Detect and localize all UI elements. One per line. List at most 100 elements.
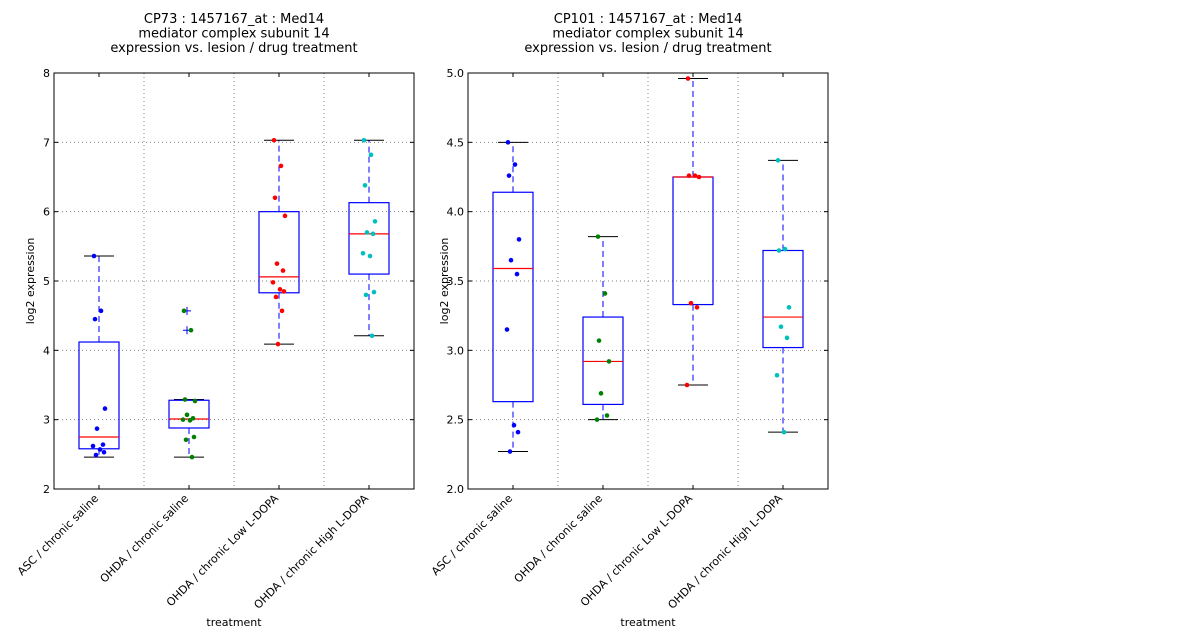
y-tick-label: 2 — [43, 483, 50, 496]
data-point — [367, 253, 373, 259]
box-iqr — [258, 211, 300, 294]
data-point — [181, 308, 187, 314]
y-tick-label: 4.5 — [447, 136, 465, 149]
data-point — [279, 308, 285, 314]
data-point — [775, 158, 781, 163]
box-group-2 — [582, 234, 624, 422]
data-point — [182, 397, 188, 402]
data-point — [97, 447, 103, 452]
box-group-2 — [168, 306, 210, 460]
x-tick-label: ASC / chronic saline — [429, 492, 515, 578]
data-point — [183, 437, 189, 443]
data-point — [686, 173, 692, 178]
box-iqr — [168, 399, 210, 429]
chart-title-line: expression vs. lesion / drug treatment — [110, 41, 357, 56]
box-group-3 — [258, 137, 300, 347]
chart-title-line: mediator complex subunit 14 — [552, 27, 743, 42]
data-point — [778, 324, 784, 330]
data-point — [189, 454, 195, 460]
data-point — [362, 183, 368, 188]
data-point — [516, 237, 522, 242]
chart-title-line: CP101 : 1457167_at : Med14 — [554, 12, 743, 27]
y-tick-label: 2.5 — [447, 414, 465, 427]
data-point — [277, 287, 283, 292]
data-point — [371, 289, 377, 295]
data-point — [774, 372, 780, 378]
box-group-3 — [672, 76, 714, 388]
data-point — [786, 305, 792, 310]
axes-frame — [467, 72, 829, 490]
y-axis-label: log2 expression — [438, 238, 451, 325]
data-point — [187, 418, 193, 423]
data-point — [596, 338, 602, 343]
y-tick-label: 7 — [43, 136, 50, 149]
data-point — [280, 268, 286, 273]
box-iqr — [78, 341, 120, 450]
y-tick-label: 8 — [43, 67, 50, 80]
box-iqr — [582, 316, 624, 406]
data-point — [508, 257, 514, 263]
data-point — [360, 250, 366, 256]
data-point — [594, 417, 600, 422]
data-point — [684, 382, 690, 388]
data-point — [274, 261, 280, 266]
data-point — [91, 253, 97, 259]
data-point — [275, 341, 281, 347]
box-iqr — [348, 202, 390, 275]
data-point — [270, 280, 276, 285]
data-point — [368, 152, 374, 158]
box-iqr — [672, 176, 714, 306]
box-group-4 — [762, 158, 804, 435]
data-point — [692, 173, 698, 178]
data-point — [278, 163, 284, 169]
data-point — [363, 292, 369, 298]
data-point — [188, 327, 194, 333]
data-point — [688, 300, 694, 306]
box-iqr — [492, 191, 534, 403]
y-axis-label: log2 expression — [24, 238, 37, 325]
data-point — [369, 333, 375, 339]
data-point — [272, 195, 278, 201]
data-point — [504, 327, 510, 332]
data-point — [602, 291, 608, 296]
data-point — [507, 449, 513, 454]
data-point — [98, 308, 104, 314]
data-point — [101, 449, 107, 455]
data-point — [696, 174, 702, 180]
y-tick-label: 4 — [43, 344, 50, 357]
y-tick-label: 5 — [43, 275, 50, 288]
data-point — [93, 452, 99, 458]
y-tick-label: 3 — [43, 414, 50, 427]
data-point — [781, 429, 787, 435]
data-point — [92, 316, 98, 322]
data-point — [271, 137, 277, 143]
data-point — [370, 231, 376, 237]
x-tick-label: OHDA / chronic saline — [512, 492, 606, 586]
data-point — [604, 413, 610, 418]
chart-title-line: mediator complex subunit 14 — [138, 27, 329, 42]
data-point — [598, 391, 604, 396]
data-point — [364, 230, 370, 235]
y-tick-label: 6 — [43, 206, 50, 219]
y-tick-label: 4.0 — [447, 206, 465, 219]
data-point — [180, 417, 186, 422]
x-tick-label: OHDA / chronic saline — [98, 492, 192, 586]
x-axis-label: treatment — [206, 616, 262, 629]
data-point — [100, 442, 106, 447]
y-tick-label: 3.5 — [447, 275, 465, 288]
data-point — [776, 248, 782, 253]
data-point — [184, 412, 190, 418]
box-group-1 — [492, 140, 534, 454]
data-point — [606, 359, 612, 364]
data-point — [685, 76, 691, 81]
data-point — [192, 398, 198, 404]
data-point — [372, 219, 378, 224]
axes-frame — [53, 72, 415, 490]
data-point — [782, 246, 788, 252]
data-point — [102, 406, 108, 411]
data-point — [515, 429, 521, 435]
x-axis-label: treatment — [620, 616, 676, 629]
data-point — [191, 434, 197, 440]
